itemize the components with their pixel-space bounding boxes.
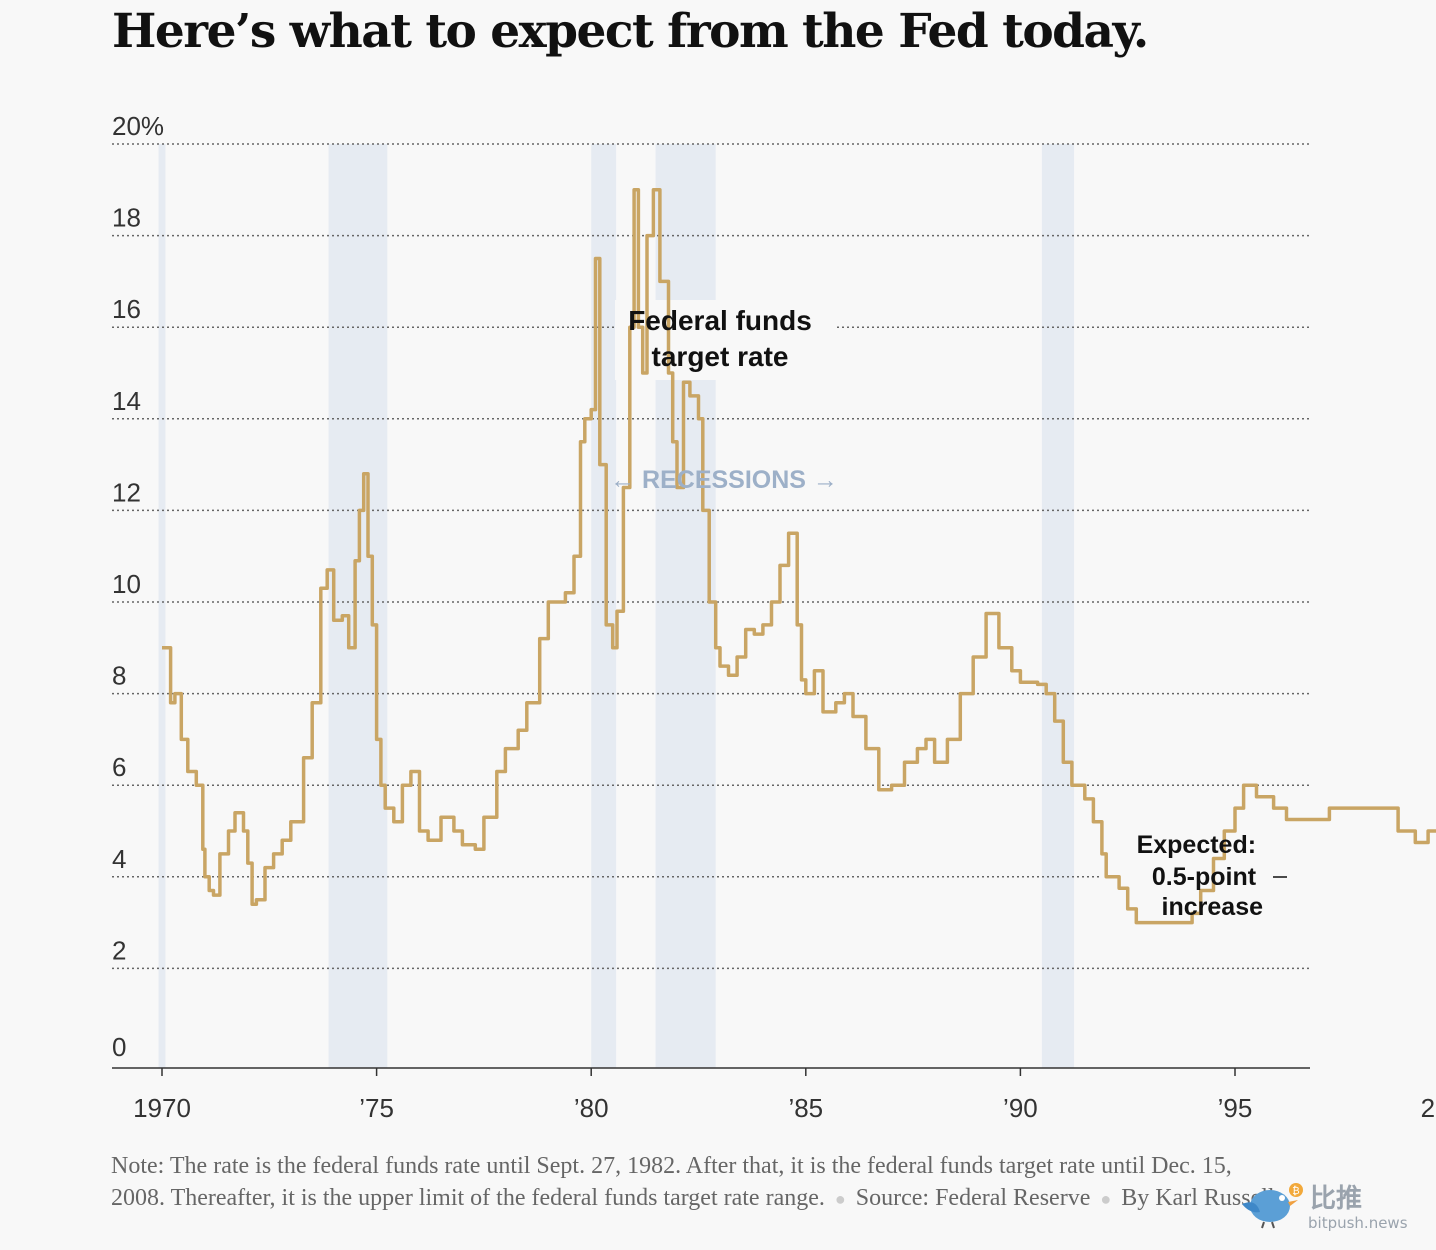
- y-tick-label: 0: [112, 1032, 126, 1062]
- recessions-label: ← RECESSIONS →: [610, 466, 838, 494]
- source-text: Source: Federal Reserve: [855, 1185, 1091, 1211]
- svg-text:← RECESSIONS →: ← RECESSIONS →: [610, 466, 838, 494]
- recession-band: [158, 144, 166, 1068]
- note-text: Note: The rate is the federal funds rate…: [111, 1153, 1232, 1211]
- chart-note: Note: The rate is the federal funds rate…: [111, 1150, 1291, 1215]
- annotation-line-3: increase: [1162, 893, 1264, 921]
- y-axis-labels: 20% 18 16 14 12 10 8 6 4 2 0: [112, 111, 164, 1062]
- y-tick-label: 18: [112, 203, 141, 233]
- left-arrow-icon: ←: [610, 466, 642, 494]
- x-tick-label: 1970: [133, 1093, 191, 1123]
- right-arrow-icon: →: [806, 466, 838, 494]
- recession-band: [655, 144, 716, 1068]
- y-tick-label: 8: [112, 661, 126, 691]
- recession-bands: [158, 144, 1075, 1068]
- annotation-line-1: Expected:: [1137, 831, 1256, 859]
- recession-band: [328, 144, 388, 1068]
- y-tick-label: 20%: [112, 111, 164, 141]
- y-tick-label: 4: [112, 844, 126, 874]
- x-tick-label: ’95: [1218, 1093, 1253, 1123]
- bird-logo-icon: ₿: [1242, 1183, 1303, 1229]
- svg-text:₿: ₿: [1292, 1185, 1299, 1197]
- series-line: [162, 188, 1436, 925]
- x-tick-label: ’75: [359, 1093, 394, 1123]
- x-tick-label: ’80: [574, 1093, 609, 1123]
- recessions-text: RECESSIONS: [642, 466, 806, 494]
- watermark: ₿ 比推 bitpush.news: [1238, 1178, 1428, 1238]
- watermark-domain: bitpush.news: [1308, 1214, 1408, 1232]
- fed-funds-chart: 20% 18 16 14 12 10 8 6 4 2 0 1970 ’75 ’80 ’85 ’90 ’95 20…: [112, 111, 1436, 1123]
- separator-dot-icon: ●: [1100, 1189, 1112, 1209]
- rate-series-line: [162, 188, 1436, 925]
- x-tick-label: ’90: [1003, 1093, 1038, 1123]
- series-title-text: Federal funds target rate: [628, 305, 812, 372]
- series-title: Federal funds target rate: [628, 305, 812, 372]
- recession-band: [1041, 144, 1075, 1068]
- x-tick-label: ’85: [788, 1093, 823, 1123]
- x-axis: 1970’75’80’85’90’952000’05’10’15’20: [112, 1067, 1436, 1123]
- expected-annotation: Expected: 0.5-point increase: [1137, 831, 1287, 921]
- annotation-line-2: 0.5-point: [1152, 863, 1257, 891]
- y-tick-label: 2: [112, 935, 126, 965]
- y-tick-label: 14: [112, 386, 141, 416]
- y-tick-label: 10: [112, 569, 141, 599]
- y-tick-label: 12: [112, 477, 141, 507]
- y-tick-label: 16: [112, 294, 141, 324]
- headline: Here’s what to expect from the Fed today…: [112, 4, 1149, 59]
- separator-dot-icon: ●: [834, 1189, 846, 1209]
- y-tick-label: 6: [112, 752, 126, 782]
- x-tick-label: 2000: [1421, 1093, 1436, 1123]
- watermark-name: 比推: [1310, 1184, 1363, 1214]
- svg-text:Expected: 0.5-point: Expected: 0.5-point increase: [1137, 831, 1264, 921]
